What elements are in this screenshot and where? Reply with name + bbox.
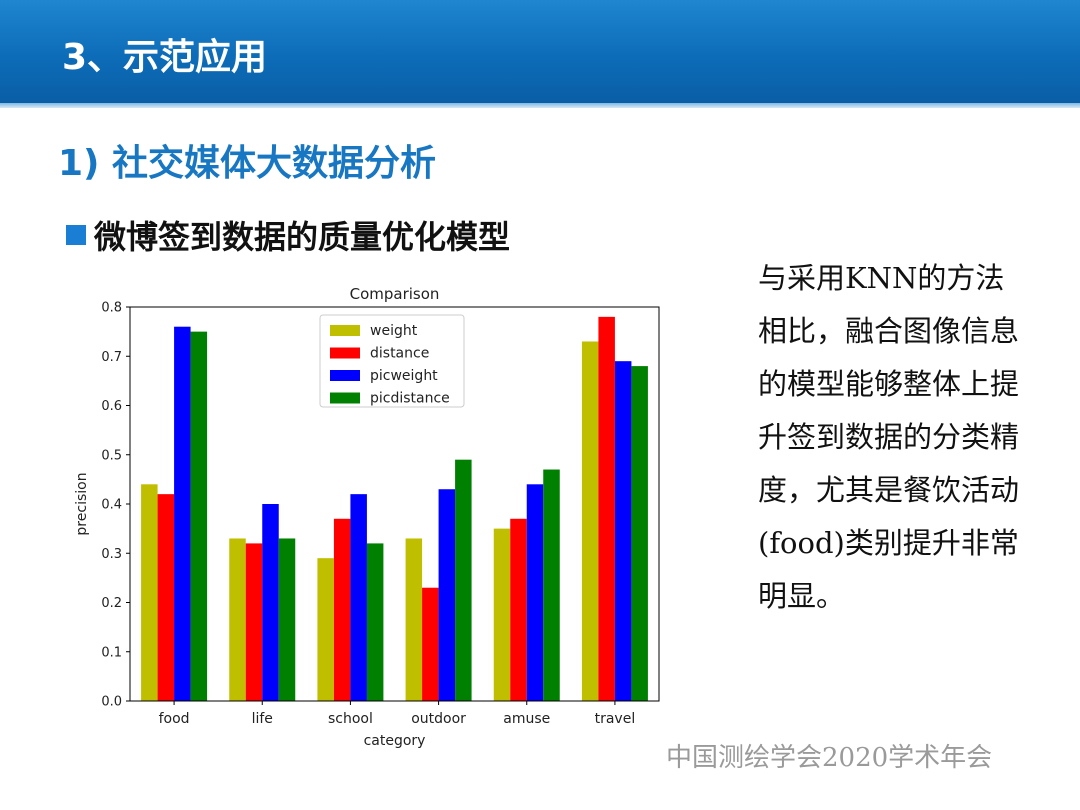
footer-conference: 中国测绘学会2020学术年会 [666,743,993,773]
slide-subtitle: 1) 社交媒体大数据分析 [58,143,437,184]
x-tick-label-travel: travel [595,711,636,727]
x-tick-label-food: food [159,711,190,727]
bar-picweight-school [350,494,367,701]
bar-weight-food [141,484,158,701]
chart-container: Comparison 0.0 0.1 0.2 0.3 0.4 0.5 0.6 0.7 0.8 foo… [60,270,680,760]
bar-picweight-travel [614,361,632,701]
y-tick-label: 0.3 [101,547,122,562]
bar-distance-school [333,518,351,701]
x-tick-label-life: life [252,711,273,727]
bullet-square-icon [66,225,86,245]
legend-swatch-distance [330,347,360,359]
side-description: 与采用KNN的方法相比，融合图像信息的模型能够整体上提升签到数据的分类精度，尤其… [758,261,1020,613]
bar-picweight-outdoor [438,489,456,701]
legend-label-picdistance: picdistance [370,391,450,407]
x-tick-label-school: school [328,711,373,727]
bullet-text: 微博签到数据的质量优化模型 [94,218,511,256]
bar-picdistance-life [278,538,296,701]
y-tick-label: 0.8 [101,301,122,316]
bar-distance-travel [598,316,615,701]
y-axis-label: precision [74,472,90,535]
bar-weight-life [229,538,246,701]
bar-distance-food [157,494,175,701]
bar-picdistance-travel [631,366,648,701]
bar-picdistance-food [190,331,208,701]
bar-distance-amuse [510,518,527,701]
chart-title: Comparison [350,285,440,303]
y-tick-label: 0.1 [101,645,122,660]
y-tick-label: 0.0 [101,695,122,710]
header-bar [0,0,1080,103]
bar-picdistance-amuse [543,469,560,701]
header-divider [0,103,1080,108]
bullet-point: 微博签到数据的质量优化模型 [66,212,510,258]
x-tick-label-amuse: amuse [503,711,550,727]
comparison-chart: Comparison 0.0 0.1 0.2 0.3 0.4 0.5 0.6 0.7 0.8 foo… [74,285,660,749]
y-tick-label: 0.7 [101,350,122,365]
bar-weight-school [317,558,334,701]
bar-picweight-food [174,326,191,701]
bar-picdistance-school [366,543,384,701]
legend-label-picweight: picweight [370,368,438,384]
x-tick-label-outdoor: outdoor [411,711,466,727]
bar-weight-amuse [493,528,511,701]
legend-swatch-picdistance [330,392,360,404]
legend-swatch-weight [330,325,360,336]
y-tick-label: 0.4 [101,498,122,513]
bar-picweight-life [262,504,279,701]
section-title: 3、示范应用 [62,37,268,78]
bar-picweight-amuse [526,484,544,701]
legend-label-distance: distance [370,346,429,362]
bar-picdistance-outdoor [455,459,472,701]
chart-legend [319,314,465,408]
bar-weight-travel [581,341,599,701]
x-axis-label: category [364,733,426,749]
bar-distance-life [245,543,263,701]
legend-swatch-picweight [330,370,360,381]
y-tick-label: 0.5 [101,448,122,463]
legend-label-weight: weight [370,323,418,339]
y-tick-label: 0.6 [101,399,122,414]
y-tick-label: 0.2 [101,596,122,611]
bar-weight-outdoor [405,538,423,701]
bar-distance-outdoor [422,587,439,701]
